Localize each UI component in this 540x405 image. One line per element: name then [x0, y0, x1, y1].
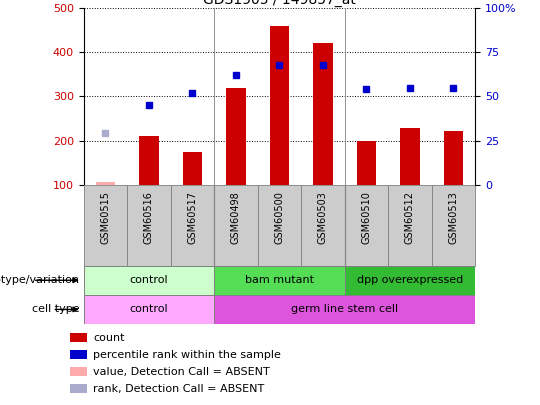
- Text: value, Detection Call = ABSENT: value, Detection Call = ABSENT: [93, 367, 270, 377]
- Bar: [84, 266, 214, 295]
- Bar: [345, 266, 475, 295]
- Bar: [226, 87, 246, 185]
- Text: GSM60512: GSM60512: [405, 191, 415, 244]
- Bar: [431, 185, 475, 266]
- Bar: [444, 131, 463, 185]
- Bar: [127, 185, 171, 266]
- Bar: [70, 333, 87, 343]
- Text: GSM60513: GSM60513: [448, 191, 458, 244]
- Text: cell type: cell type: [32, 305, 80, 314]
- Bar: [171, 185, 214, 266]
- Text: control: control: [130, 275, 168, 285]
- Text: percentile rank within the sample: percentile rank within the sample: [93, 350, 281, 360]
- Bar: [313, 43, 333, 185]
- Text: dpp overexpressed: dpp overexpressed: [357, 275, 463, 285]
- Text: GSM60498: GSM60498: [231, 191, 241, 244]
- Text: genotype/variation: genotype/variation: [0, 275, 80, 285]
- Bar: [214, 295, 475, 324]
- Text: GSM60510: GSM60510: [361, 191, 372, 244]
- Bar: [214, 266, 345, 295]
- Bar: [70, 367, 87, 376]
- Text: GSM60517: GSM60517: [187, 191, 198, 244]
- Title: GDS1905 / 149857_at: GDS1905 / 149857_at: [203, 0, 356, 7]
- Bar: [84, 295, 214, 324]
- Bar: [84, 185, 127, 266]
- Bar: [70, 384, 87, 393]
- Text: count: count: [93, 333, 125, 343]
- Bar: [356, 141, 376, 185]
- Bar: [388, 185, 431, 266]
- Bar: [258, 185, 301, 266]
- Text: germ line stem cell: germ line stem cell: [291, 305, 399, 314]
- Bar: [214, 185, 258, 266]
- Text: GSM60503: GSM60503: [318, 191, 328, 244]
- Bar: [139, 136, 159, 185]
- Bar: [345, 185, 388, 266]
- Text: GSM60516: GSM60516: [144, 191, 154, 244]
- Bar: [183, 151, 202, 185]
- Bar: [70, 350, 87, 359]
- Bar: [301, 185, 345, 266]
- Text: control: control: [130, 305, 168, 314]
- Bar: [400, 128, 420, 185]
- Text: GSM60500: GSM60500: [274, 191, 285, 244]
- Text: bam mutant: bam mutant: [245, 275, 314, 285]
- Text: GSM60515: GSM60515: [100, 191, 111, 244]
- Bar: [96, 183, 115, 185]
- Text: rank, Detection Call = ABSENT: rank, Detection Call = ABSENT: [93, 384, 265, 394]
- Bar: [269, 26, 289, 185]
